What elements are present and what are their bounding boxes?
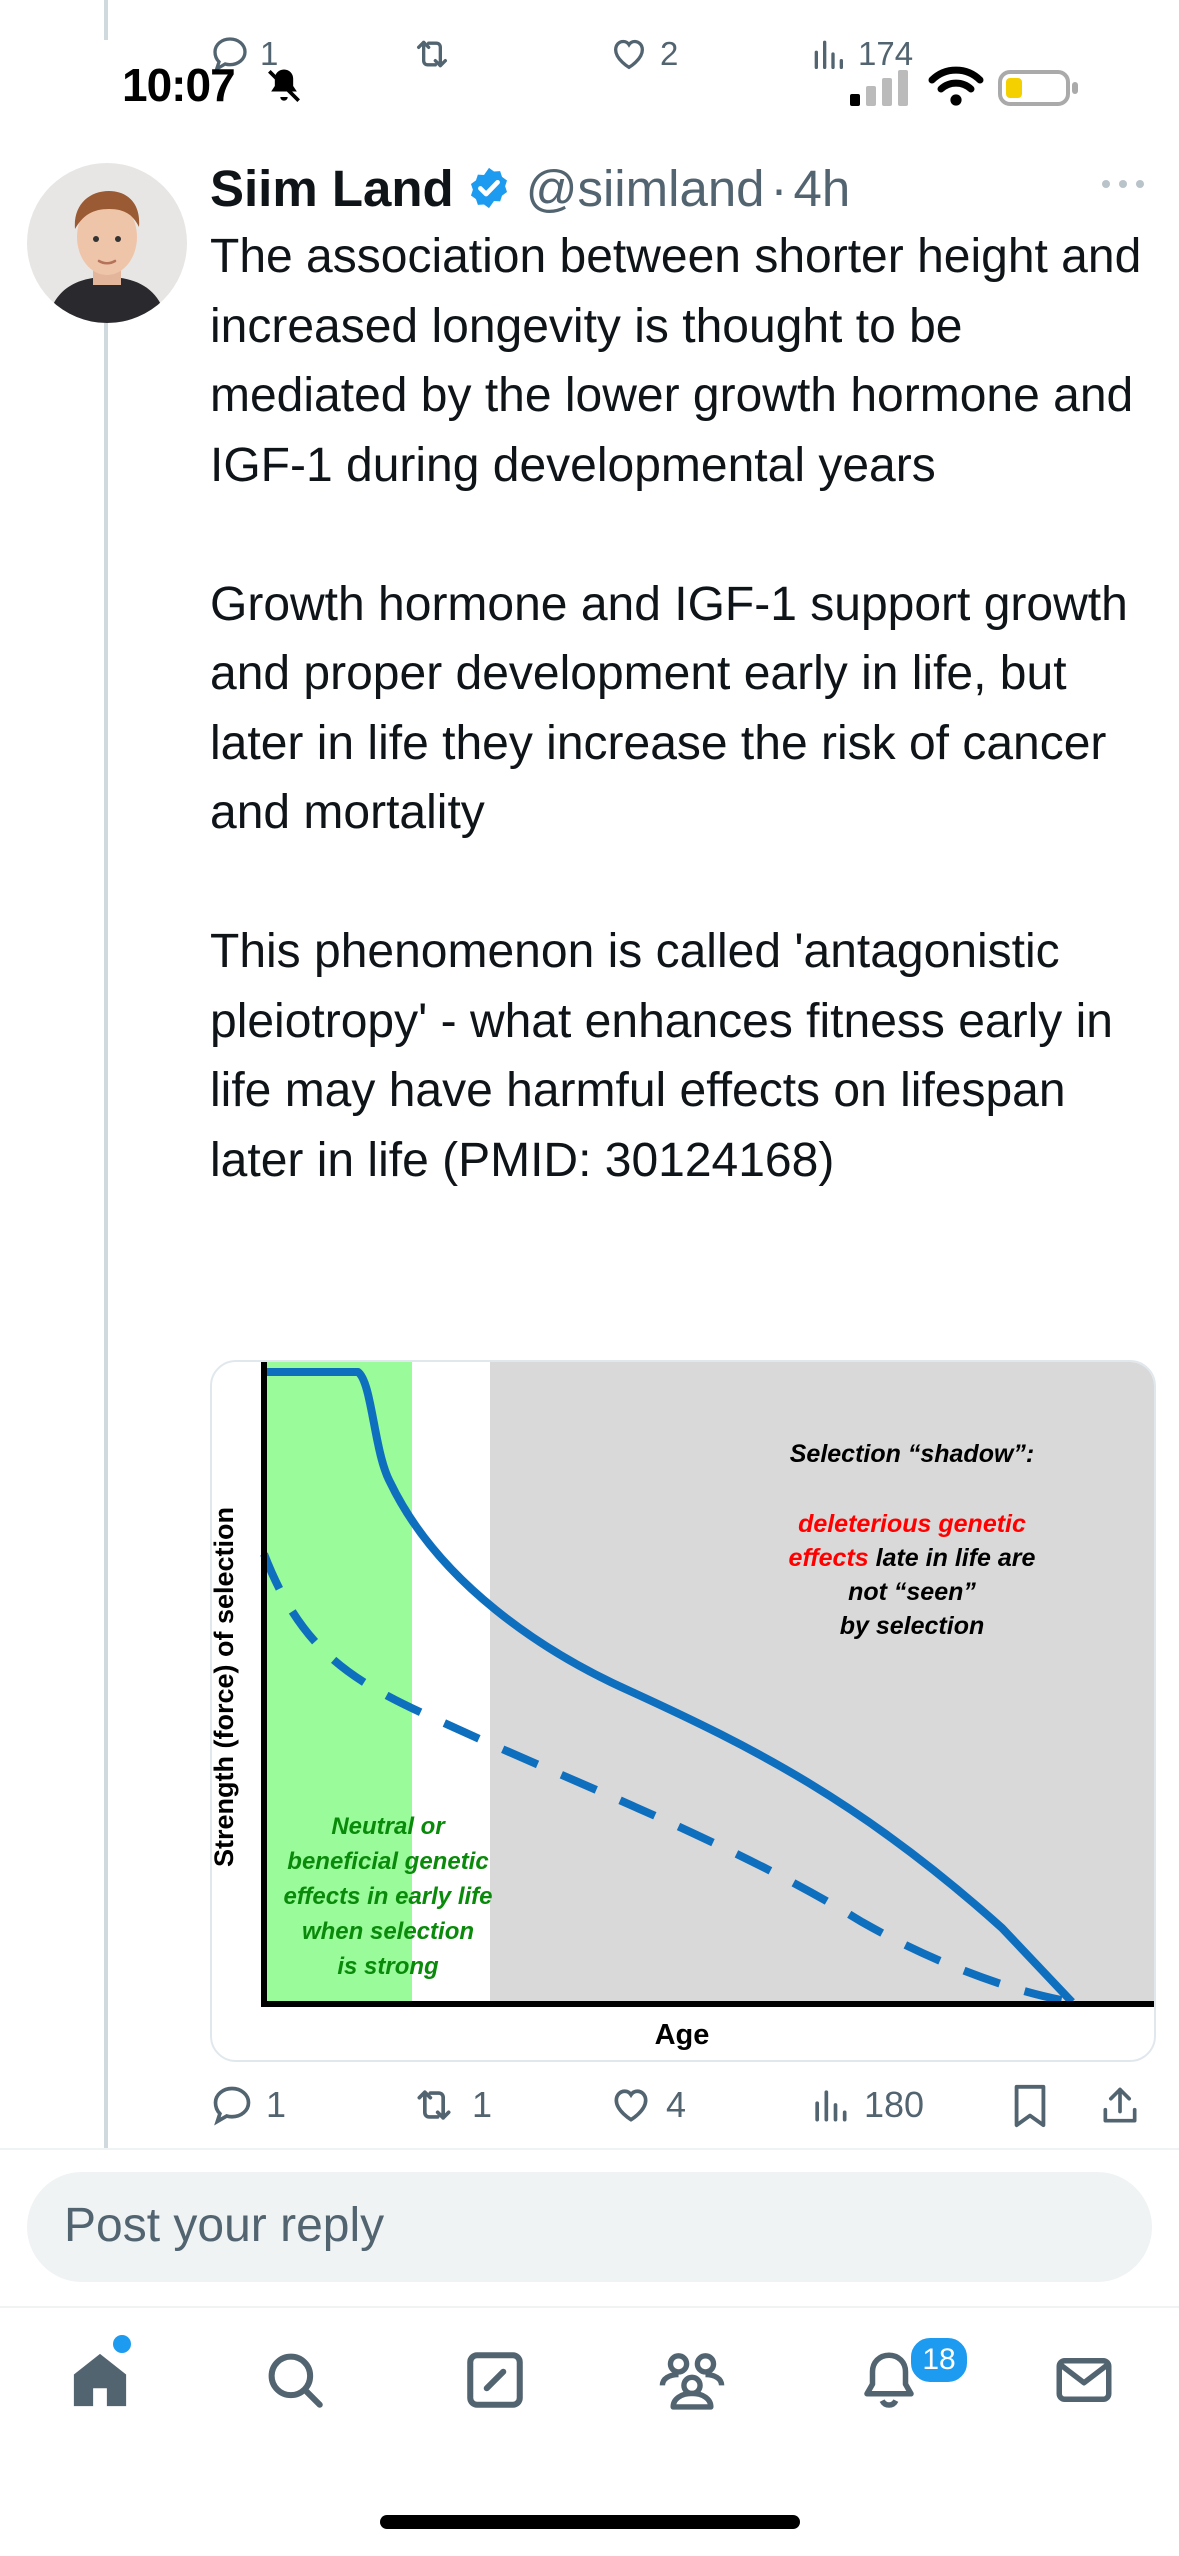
post-header: Siim Land @siimland · 4h	[210, 153, 850, 223]
green-line-1: Neutral or	[331, 1813, 446, 1840]
previous-like-count: 2	[660, 35, 679, 72]
reply-icon	[213, 37, 247, 73]
thread-line-top	[104, 0, 108, 40]
search-icon	[268, 2353, 323, 2408]
like-count: 4	[666, 2084, 687, 2125]
cellular-signal-icon	[848, 68, 908, 108]
repost-button[interactable]: 1	[408, 2083, 492, 2127]
tab-messages[interactable]	[1044, 2340, 1124, 2420]
view-count: 180	[864, 2084, 925, 2125]
wifi-icon	[928, 64, 984, 108]
tab-search[interactable]	[255, 2340, 335, 2420]
author-handle[interactable]: @siimland	[525, 159, 765, 217]
like-button[interactable]: 4	[608, 2083, 686, 2127]
previous-repost-button[interactable]	[410, 34, 454, 74]
tab-notifications[interactable]	[849, 2340, 929, 2420]
reply-icon	[213, 2086, 251, 2126]
reply-button[interactable]: 1	[210, 2083, 286, 2127]
reply-divider	[0, 2148, 1179, 2150]
tab-bar-border	[0, 2306, 1179, 2308]
silent-mode-icon	[262, 64, 306, 108]
reply-placeholder: Post your reply	[64, 2199, 385, 2252]
post-paragraph-3: This phenomenon is called 'antagonistic …	[210, 925, 1113, 1187]
compose-icon	[467, 2352, 523, 2408]
shadow-rest-2: not “seen”	[848, 1578, 976, 1606]
x-axis-label: Age	[655, 2019, 710, 2051]
tab-communities[interactable]	[652, 2340, 732, 2420]
post-paragraph-1: The association between shorter height a…	[210, 230, 1142, 492]
repost-icon	[416, 40, 447, 68]
share-icon	[1103, 2087, 1137, 2123]
verified-icon	[466, 165, 512, 211]
weak-selection-curve	[260, 1552, 1073, 2006]
previous-post-actions: 1 2 174	[210, 28, 1150, 88]
header-separator: ·	[770, 159, 788, 217]
views-icon	[814, 40, 843, 70]
previous-like-button[interactable]: 2	[608, 34, 678, 74]
post-actions: 1 1 4 180	[210, 2083, 1170, 2147]
previous-views-button[interactable]: 174	[808, 34, 913, 74]
home-indicator[interactable]	[380, 2515, 800, 2529]
repost-icon	[417, 2090, 451, 2120]
thread-line	[104, 320, 108, 2150]
strong-selection-curve	[264, 1368, 1075, 2005]
views-icon	[815, 2090, 847, 2122]
author-avatar[interactable]	[27, 163, 187, 323]
like-icon	[614, 2089, 648, 2122]
battery-icon	[998, 68, 1080, 108]
previous-reply-count: 1	[260, 35, 279, 72]
shadow-line-2: effects late in life are	[789, 1544, 1036, 1572]
repost-count: 1	[472, 2084, 493, 2125]
shadow-red-2: effects	[789, 1544, 869, 1572]
previous-reply-button[interactable]: 1	[210, 34, 278, 74]
notification-badge: 18	[908, 2335, 970, 2385]
messages-icon	[1056, 2358, 1112, 2402]
green-line-4: when selection	[302, 1918, 474, 1945]
bookmark-icon	[1014, 2084, 1046, 2128]
middle-zone	[412, 1362, 490, 2002]
shadow-rest-3: by selection	[840, 1612, 985, 1640]
green-line-5: is strong	[337, 1953, 439, 1980]
views-button[interactable]: 180	[808, 2083, 924, 2127]
share-button[interactable]	[1098, 2083, 1142, 2129]
notifications-icon	[864, 2352, 914, 2408]
shadow-title: Selection “shadow”:	[790, 1440, 1034, 1468]
author-name[interactable]: Siim Land	[210, 159, 454, 217]
y-axis-label: Strength (force) of selection	[212, 1507, 239, 1867]
status-time: 10:07	[122, 59, 236, 111]
post-time: 4h	[793, 159, 851, 217]
more-icon	[1102, 180, 1144, 188]
communities-icon	[659, 2353, 725, 2410]
post-image[interactable]: Strength (force) of selection Age Select…	[210, 1360, 1156, 2062]
tab-home[interactable]	[60, 2340, 140, 2420]
green-line-3: effects in early life	[284, 1883, 493, 1910]
shadow-red-1: deleterious genetic	[798, 1510, 1026, 1538]
reply-input[interactable]	[27, 2172, 1152, 2282]
like-icon	[613, 39, 645, 70]
home-icon	[73, 2353, 127, 2407]
tab-compose[interactable]	[455, 2340, 535, 2420]
bookmark-button[interactable]	[1010, 2083, 1050, 2129]
shadow-rest-1: late in life are	[869, 1544, 1036, 1572]
green-line-2: beneficial genetic	[287, 1848, 488, 1875]
reply-count: 1	[266, 2084, 287, 2125]
home-unread-dot	[113, 2335, 131, 2353]
post-body: The association between shorter height a…	[210, 222, 1150, 1195]
post-paragraph-2: Growth hormone and IGF-1 support growth …	[210, 577, 1128, 840]
previous-view-count: 174	[858, 35, 914, 72]
more-options-button[interactable]	[1100, 176, 1146, 192]
